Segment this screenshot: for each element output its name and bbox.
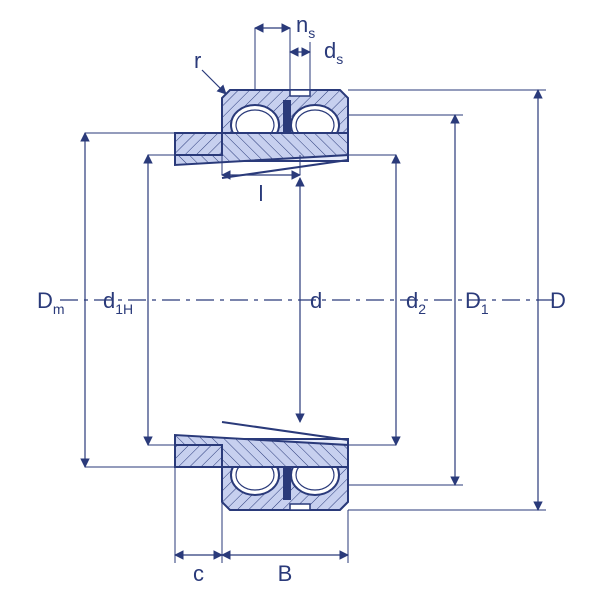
label-D1: D1 — [465, 288, 489, 317]
label-r: r — [194, 48, 201, 73]
label-l: l — [259, 181, 264, 206]
locknut-top — [175, 133, 222, 155]
label-d1H: d1H — [103, 288, 133, 317]
bearing-section-diagram: Dm d1H d d2 D1 Dl c Bnsds r — [0, 0, 600, 600]
label-ns: ns — [296, 12, 315, 41]
bore-taper-bottom — [222, 422, 348, 440]
label-d: d — [310, 288, 322, 313]
label-B: B — [278, 561, 293, 586]
groove — [290, 504, 310, 510]
label-d2: d2 — [406, 288, 426, 317]
label-ds: ds — [324, 38, 343, 67]
locknut-bottom — [175, 445, 222, 467]
groove — [290, 90, 310, 96]
label-Dm: Dm — [37, 288, 65, 317]
label-c: c — [193, 561, 204, 586]
label-D: D — [550, 288, 566, 313]
leader-r — [202, 70, 226, 94]
